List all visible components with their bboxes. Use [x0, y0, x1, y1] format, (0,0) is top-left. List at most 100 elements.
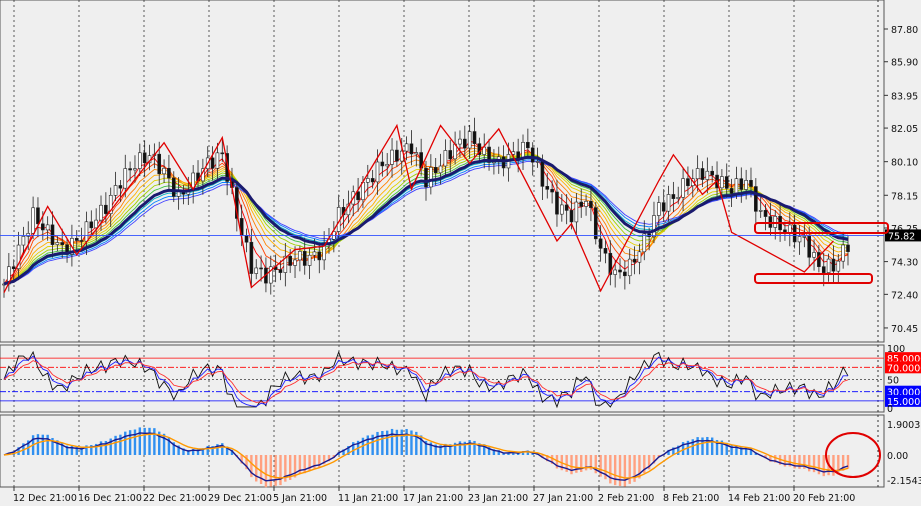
- macd-histogram-bar: [269, 455, 272, 487]
- macd-histogram-bar: [167, 437, 171, 455]
- rsi-line: [3, 360, 849, 404]
- main-panel: [0, 0, 885, 343]
- candle-body: [41, 223, 45, 231]
- candle-body: [157, 153, 162, 175]
- current-price-badge: [885, 229, 921, 242]
- macd-histogram-bar: [647, 455, 651, 470]
- macd-histogram-bar: [618, 455, 622, 487]
- candle-body: [763, 210, 768, 217]
- macd-histogram-bar: [502, 452, 505, 455]
- macd-histogram-bar: [565, 455, 568, 472]
- candle-body: [108, 195, 113, 214]
- candle-body: [356, 191, 360, 201]
- macd-histogram-bar: [221, 443, 224, 455]
- macd-histogram-bar: [381, 430, 384, 455]
- rsi-level-badge: [885, 394, 921, 407]
- macd-histogram-bar: [730, 445, 733, 455]
- rsi-level-badge: [885, 385, 921, 398]
- macd-histogram-bar: [706, 436, 709, 455]
- candle-body: [171, 177, 176, 197]
- macd-histogram-bar: [546, 455, 549, 462]
- macd-histogram-bar: [681, 442, 685, 455]
- candle-body: [720, 176, 724, 189]
- macd-histogram-bar: [570, 455, 573, 475]
- x-axis-label: 23 Jan 21:00: [468, 493, 528, 504]
- macd-histogram-bar: [463, 441, 467, 455]
- macd-histogram-bar: [691, 439, 694, 455]
- macd-panel: [0, 414, 885, 488]
- candle-body: [603, 248, 608, 254]
- macd-histogram-bar: [298, 455, 302, 475]
- x-axis-label: 12 Dec 21:00: [13, 493, 77, 504]
- x-axis-label: 20 Feb 21:00: [793, 493, 855, 504]
- candle-body: [637, 251, 642, 263]
- macd-histogram-bar: [492, 449, 496, 455]
- candle-body: [249, 241, 254, 274]
- price-axis-label: 70.45: [891, 324, 918, 335]
- rsi-level-badge: [885, 361, 921, 374]
- macd-histogram-bar: [652, 455, 656, 464]
- macd-histogram-bar: [735, 445, 738, 455]
- candle-body: [375, 161, 380, 183]
- candle-body: [380, 161, 385, 167]
- macd-histogram-bar: [817, 455, 821, 475]
- candle-body: [113, 185, 118, 196]
- macd-histogram-bar: [837, 455, 840, 475]
- slow-ma-line: [3, 155, 849, 286]
- macd-histogram-bar: [327, 455, 331, 462]
- macd-line: [3, 432, 849, 482]
- macd-histogram-bar: [594, 455, 597, 474]
- macd-histogram-bar: [230, 449, 234, 455]
- macd-histogram-bar: [424, 440, 428, 455]
- candle-body: [681, 178, 685, 198]
- circle-macd-cross: [825, 432, 881, 478]
- macd-histogram-bar: [832, 455, 835, 476]
- candle-body: [545, 186, 550, 190]
- candle-body: [26, 233, 31, 237]
- candle-body: [734, 178, 739, 194]
- rsi-axis-label: 50: [887, 376, 899, 387]
- x-axis-label: 16 Dec 21:00: [78, 493, 142, 504]
- candle-body: [826, 258, 831, 273]
- candle-body: [84, 221, 89, 242]
- macd-histogram-bar: [104, 440, 108, 455]
- price-axis-label: 83.95: [891, 91, 918, 102]
- rsi-level-label: 70.0000: [887, 363, 921, 374]
- macd-histogram-bar: [342, 449, 345, 455]
- candle-body: [695, 168, 700, 180]
- macd-histogram-bar: [36, 434, 40, 455]
- candle-body: [288, 255, 292, 266]
- candle-body: [268, 266, 273, 284]
- candle-body: [79, 240, 84, 242]
- macd-histogram-bar: [434, 444, 437, 455]
- macd-histogram-bar: [206, 445, 209, 455]
- candle-body: [16, 244, 21, 270]
- macd-histogram-bar: [550, 455, 554, 464]
- macd-histogram-bar: [352, 442, 355, 455]
- price-axis-label: 78.15: [891, 191, 918, 202]
- candle-body: [283, 255, 288, 273]
- macd-histogram-bar: [308, 455, 311, 471]
- rsi-panel: [0, 344, 885, 413]
- candle-body: [312, 251, 317, 256]
- macd-axis-label: -2.1543: [887, 476, 921, 487]
- candle-body: [438, 165, 443, 174]
- candle-body: [162, 167, 166, 175]
- candle-body: [560, 204, 564, 215]
- candle-body: [424, 167, 428, 188]
- candle-body: [142, 152, 147, 164]
- macd-histogram-bar: [133, 429, 137, 455]
- signal-line: [3, 433, 849, 479]
- macd-histogram-bar: [696, 437, 699, 455]
- macd-histogram-bar: [478, 443, 481, 455]
- macd-axis-label: 1.9003: [887, 420, 920, 431]
- macd-histogram-bar: [51, 437, 54, 455]
- macd-histogram-bar: [628, 455, 631, 484]
- candle-body: [463, 138, 467, 149]
- candle-body: [817, 252, 821, 267]
- candle-body: [802, 236, 807, 238]
- candle-body: [613, 269, 617, 275]
- macd-histogram-bar: [390, 428, 394, 455]
- macd-histogram-bar: [788, 455, 791, 467]
